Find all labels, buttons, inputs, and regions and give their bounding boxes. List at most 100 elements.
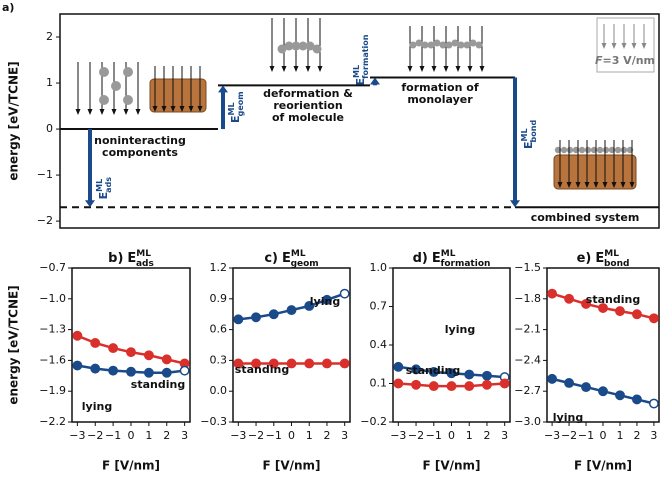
superscript: ML	[441, 249, 456, 259]
energy-symbol: EMLads	[95, 177, 113, 200]
subscript: formation	[440, 259, 490, 269]
y-tick-label: −0.2	[360, 415, 387, 428]
superscript: ML	[352, 65, 361, 78]
x-tick-label: −3	[230, 429, 246, 442]
data-point	[233, 358, 244, 369]
data-point	[428, 367, 439, 377]
series-label: lying	[310, 295, 340, 308]
field-arrow-head	[575, 182, 581, 188]
molecule-atom	[566, 146, 574, 154]
y-tick-label: 0	[46, 122, 53, 135]
series-label: standing	[586, 293, 640, 306]
energy-symbol: EMLbond	[520, 120, 538, 149]
molecule-atom	[451, 39, 459, 47]
molecule-atom	[298, 41, 308, 51]
molecule-atom	[409, 41, 417, 49]
x-tick-label: 3	[181, 429, 188, 442]
x-tick-label: −1	[426, 429, 442, 442]
field-arrow-head	[455, 66, 461, 72]
field-arrow-head	[99, 109, 105, 115]
x-tick-label: −1	[266, 429, 282, 442]
field-symbol: F	[595, 54, 603, 67]
data-point	[428, 381, 439, 392]
data-point	[251, 358, 261, 369]
x-tick-label: −2	[87, 429, 103, 442]
subscript: geom	[291, 259, 319, 269]
energy-arrow-head	[85, 200, 95, 208]
molecule-atom	[584, 146, 592, 154]
symbol: E	[354, 78, 367, 86]
level-label: components	[102, 146, 178, 159]
x-tick-label: −3	[69, 429, 85, 442]
subscript: ads	[104, 177, 113, 193]
symbol: E	[522, 142, 535, 150]
x-tick-label: 0	[288, 429, 295, 442]
data-point	[72, 330, 83, 341]
x-tick-label: 3	[501, 429, 508, 442]
field-arrow-head	[479, 66, 485, 72]
panel-prefix: d)	[413, 251, 428, 266]
molecule-atom	[439, 41, 447, 49]
energy-symbol: EMLformation	[352, 34, 370, 85]
series-label: lying	[445, 323, 475, 336]
field-arrow-head	[161, 106, 167, 112]
data-point	[143, 367, 154, 378]
panel-prefix: c)	[264, 251, 278, 266]
field-arrow-head	[111, 109, 117, 115]
x-tick-label: −1	[578, 429, 594, 442]
x-tick-label: 2	[483, 429, 490, 442]
y-tick-label: 0.4	[370, 338, 388, 351]
superscript: ML	[95, 179, 104, 192]
data-point	[631, 394, 642, 405]
data-point	[464, 369, 475, 380]
molecule-atom	[596, 146, 604, 154]
y-tick-label: 2	[46, 30, 53, 43]
data-point	[615, 306, 625, 317]
molecule-atom	[445, 41, 453, 49]
x-tick-label: −3	[390, 429, 406, 442]
x-tick-label: 3	[650, 429, 657, 442]
superscript: ML	[227, 102, 236, 115]
data-point	[564, 378, 575, 388]
y-tick-label: −2	[37, 214, 53, 227]
panel-title: e) EML bond	[577, 249, 630, 269]
plot-frame	[71, 267, 191, 423]
level-label: monolayer	[407, 93, 473, 106]
field-arrow-head	[611, 182, 617, 188]
x-tick-label: 1	[466, 429, 473, 442]
panel-title: b) EML ads	[108, 249, 154, 269]
superscript: ML	[291, 249, 306, 259]
data-point	[161, 354, 172, 365]
data-point	[631, 309, 642, 320]
field-arrow-head	[179, 106, 185, 112]
x-tick-label: 1	[616, 429, 623, 442]
legend-arrow-head	[621, 43, 627, 49]
data-point	[648, 313, 659, 324]
level-label: noninteracting	[94, 134, 186, 147]
data-point	[322, 294, 332, 305]
data-point	[304, 358, 315, 369]
series-label: lying	[553, 411, 583, 424]
molecule-atom	[277, 44, 287, 54]
data-point	[581, 298, 591, 309]
x-tick-label: 0	[128, 429, 135, 442]
y-tick-label: −2.4	[514, 353, 541, 366]
data-point	[393, 378, 404, 389]
substrate	[149, 78, 207, 113]
data-point	[482, 370, 492, 381]
field-arrow-head	[629, 182, 635, 188]
data-point	[339, 288, 350, 299]
data-point	[179, 365, 190, 376]
field-arrow-head	[443, 66, 449, 72]
molecule-atom	[433, 39, 441, 47]
data-point	[268, 309, 279, 320]
molecule-atom	[305, 41, 315, 51]
series-label: standing	[131, 378, 185, 391]
x-tick-label: 0	[448, 429, 455, 442]
data-point	[446, 381, 457, 392]
data-point	[615, 390, 625, 401]
panel-title: c) EML geom	[264, 249, 318, 269]
plot-frame	[392, 267, 511, 423]
superscript: ML	[604, 249, 619, 259]
